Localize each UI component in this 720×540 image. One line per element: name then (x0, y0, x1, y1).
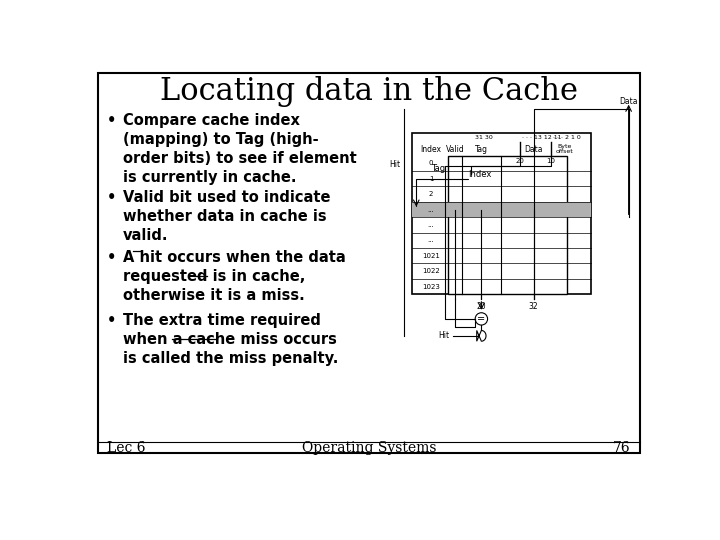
Text: Operating Systems: Operating Systems (302, 441, 436, 455)
Text: Tag: Tag (475, 145, 488, 154)
Text: Data: Data (524, 145, 543, 154)
Text: •: • (107, 313, 117, 328)
Text: 20: 20 (516, 158, 525, 164)
Bar (413, 132, 590, 294)
Text: 2: 2 (429, 191, 433, 197)
Text: •: • (107, 249, 117, 265)
Text: A hit occurs when the data
requested is in cache,
otherwise it is a miss.: A hit occurs when the data requested is … (122, 249, 346, 303)
Text: 1: 1 (428, 176, 433, 182)
Text: •: • (107, 190, 117, 205)
Text: ...: ... (428, 238, 434, 244)
Text: Valid bit used to indicate
whether data in cache is
valid.: Valid bit used to indicate whether data … (122, 190, 330, 243)
Bar (551, 142, 578, 156)
Text: Index: Index (420, 145, 441, 154)
Text: 10: 10 (546, 158, 556, 164)
Bar (413, 202, 590, 217)
Text: · · · 13 12 11: · · · 13 12 11 (522, 135, 561, 140)
Polygon shape (477, 330, 486, 341)
Text: Hit: Hit (389, 160, 400, 170)
Text: The extra time required
when a cache miss occurs
is called the miss penalty.: The extra time required when a cache mis… (122, 313, 338, 366)
Text: 1021: 1021 (422, 253, 440, 259)
Text: 0: 0 (428, 160, 433, 166)
Text: Compare cache index
(mapping) to Tag (high-
order bits) to see if element
is cur: Compare cache index (mapping) to Tag (hi… (122, 112, 356, 185)
Text: 76: 76 (613, 441, 631, 455)
Bar (551, 142, 578, 156)
Text: Lec 6: Lec 6 (107, 441, 145, 455)
Bar (474, 142, 578, 156)
Text: •: • (107, 112, 117, 127)
Text: 32: 32 (529, 302, 539, 311)
Text: ...: ... (428, 222, 434, 228)
Text: · · · 2 1 0: · · · 2 1 0 (553, 135, 580, 140)
Text: Byte
offset: Byte offset (556, 144, 574, 154)
Text: Valid: Valid (446, 145, 464, 154)
Text: Tag: Tag (431, 164, 445, 173)
Text: Locating data in the Cache: Locating data in the Cache (160, 76, 578, 107)
Text: 20: 20 (477, 302, 486, 311)
Circle shape (475, 313, 487, 325)
Text: =: = (477, 314, 485, 324)
Text: Index: Index (468, 170, 492, 179)
Text: 1022: 1022 (422, 268, 440, 274)
Text: Data: Data (619, 97, 638, 106)
Bar (448, 156, 567, 294)
Text: 1023: 1023 (422, 284, 440, 289)
Text: ...: ... (428, 207, 434, 213)
Text: 31 30: 31 30 (475, 135, 493, 140)
Text: Hit: Hit (438, 332, 449, 340)
